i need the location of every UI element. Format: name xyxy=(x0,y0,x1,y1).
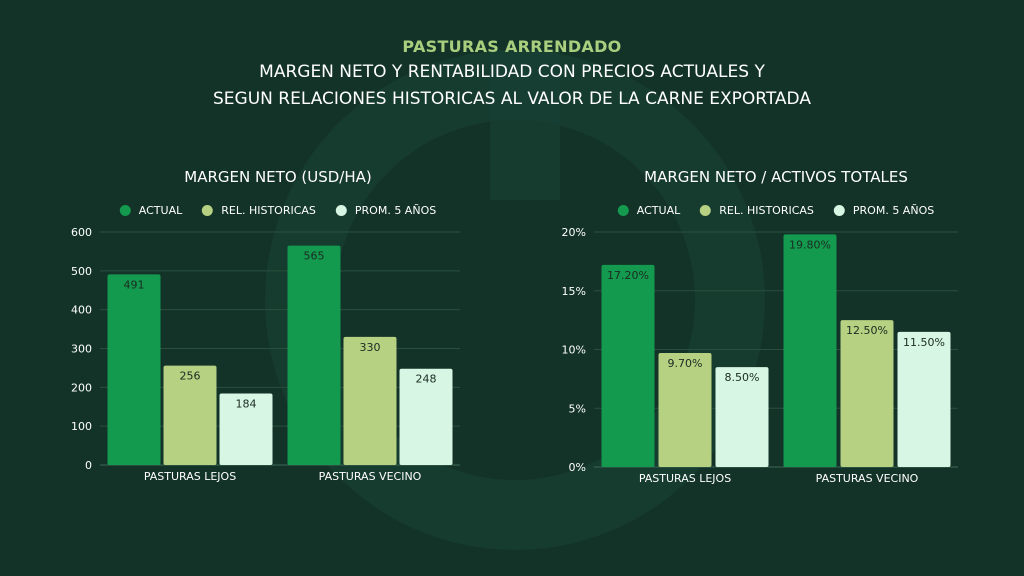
x-category-label: PASTURAS LEJOS xyxy=(639,472,731,485)
legend-item-rel-historicas: REL. HISTORICAS xyxy=(700,204,814,217)
bar-actual xyxy=(107,274,161,465)
legend-margen-activos: ACTUAL REL. HISTORICAS PROM. 5 AÑOS xyxy=(617,204,935,217)
legend-label-prom-5-anos: PROM. 5 AÑOS xyxy=(852,204,935,217)
legend-label-rel-historicas: REL. HISTORICAS xyxy=(221,204,316,217)
bar-rel-historicas xyxy=(343,336,397,465)
data-label: 8.50% xyxy=(725,371,760,384)
legend-item-prom-5-anos: PROM. 5 AÑOS xyxy=(335,204,437,217)
data-label: 565 xyxy=(304,250,325,263)
data-label: 12.50% xyxy=(846,324,888,337)
x-category-label: PASTURAS VECINO xyxy=(319,470,422,483)
legend-swatch-rel-historicas xyxy=(700,205,712,216)
y-tick-label: 5% xyxy=(569,402,586,415)
data-label: 491 xyxy=(124,278,145,291)
legend-swatch-rel-historicas xyxy=(202,205,214,216)
bar-actual xyxy=(287,245,341,465)
bar-chart-margen-neto: 0 100 200 300 400 500 600 491 256 184 PASTURAS LEJ… xyxy=(71,226,460,483)
legend-item-actual: ACTUAL xyxy=(617,204,681,217)
legend-item-rel-historicas: REL. HISTORICAS xyxy=(202,204,316,217)
bar-prom-5-anos xyxy=(897,331,951,467)
page-kicker: PASTURAS ARRENDADO xyxy=(402,37,622,56)
bar-rel-historicas xyxy=(840,320,894,467)
bar-rel-historicas xyxy=(163,365,217,465)
legend-swatch-prom-5-anos xyxy=(335,205,347,216)
header: PASTURAS ARRENDADO MARGEN NETO Y RENTABI… xyxy=(0,36,1024,112)
legend-item-actual: ACTUAL xyxy=(119,204,183,217)
data-label: 330 xyxy=(360,341,381,354)
y-tick-label: 400 xyxy=(71,304,92,317)
legend-item-prom-5-anos: PROM. 5 AÑOS xyxy=(833,204,935,217)
legend-label-prom-5-anos: PROM. 5 AÑOS xyxy=(354,204,437,217)
bar-prom-5-anos xyxy=(715,367,769,467)
y-tick-label: 0% xyxy=(569,461,586,474)
data-label: 11.50% xyxy=(903,336,945,349)
legend-label-actual: ACTUAL xyxy=(636,204,681,217)
data-label: 19.80% xyxy=(789,238,831,251)
y-tick-label: 300 xyxy=(71,343,92,356)
bar-actual xyxy=(783,234,837,467)
data-label: 248 xyxy=(416,373,437,386)
bar-chart-margen-activos: 0% 5% 10% 15% 20% 17.20% 9.70% 8.50% PASTURAS LE… xyxy=(562,226,958,485)
bar-prom-5-anos xyxy=(399,368,453,465)
data-label: 9.70% xyxy=(668,357,703,370)
legend-margen-neto: ACTUAL REL. HISTORICAS PROM. 5 AÑOS xyxy=(119,204,437,217)
x-category-label: PASTURAS VECINO xyxy=(816,472,919,485)
chart-title-margen-activos: MARGEN NETO / ACTIVOS TOTALES xyxy=(644,168,908,186)
y-tick-label: 20% xyxy=(562,226,586,239)
bar-prom-5-anos xyxy=(219,393,273,465)
y-tick-label: 200 xyxy=(71,381,92,394)
legend-swatch-prom-5-anos xyxy=(833,205,845,216)
chart-title-margen-neto: MARGEN NETO (USD/HA) xyxy=(184,168,372,186)
bar-rel-historicas xyxy=(658,353,712,467)
bar-actual xyxy=(601,264,655,467)
y-tick-label: 10% xyxy=(562,344,586,357)
legend-swatch-actual xyxy=(617,205,629,216)
legend-label-rel-historicas: REL. HISTORICAS xyxy=(719,204,814,217)
data-label: 184 xyxy=(236,398,257,411)
page-subtitle-line-2: SEGUN RELACIONES HISTORICAS AL VALOR DE … xyxy=(213,89,811,109)
page-subtitle-line-1: MARGEN NETO Y RENTABILIDAD CON PRECIOS A… xyxy=(259,62,765,82)
data-label: 256 xyxy=(180,370,201,383)
x-category-label: PASTURAS LEJOS xyxy=(144,470,236,483)
y-tick-label: 100 xyxy=(71,420,92,433)
y-tick-label: 600 xyxy=(71,226,92,239)
legend-label-actual: ACTUAL xyxy=(138,204,183,217)
y-tick-label: 500 xyxy=(71,265,92,278)
y-tick-label: 15% xyxy=(562,285,586,298)
legend-swatch-actual xyxy=(119,205,131,216)
y-tick-label: 0 xyxy=(85,459,92,472)
data-label: 17.20% xyxy=(607,269,649,282)
